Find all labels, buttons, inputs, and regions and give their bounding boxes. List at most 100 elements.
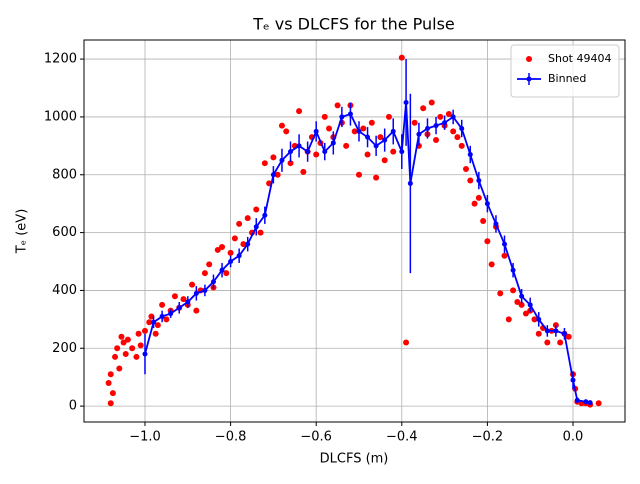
binned-marker [442,120,448,126]
scatter-point [351,128,358,135]
x-axis-label: DLCFS (m) [320,452,389,467]
y-axis-label: Tₑ (eV) [15,209,30,255]
legend-marker [526,76,532,82]
scatter-point [274,171,281,178]
scatter-point [236,220,243,227]
binned-marker [193,290,199,296]
binned-marker [510,267,516,273]
scatter-point [467,177,474,184]
binned-marker [305,149,311,155]
scatter-point [296,108,303,115]
scatter-point [390,148,397,155]
scatter-point [368,119,375,126]
binned-marker [339,114,345,120]
binned-marker [399,149,405,155]
binned-marker [296,143,302,149]
scatter-point [278,122,285,129]
x-tick-label: −0.8 [215,430,247,445]
scatter-point [505,316,512,323]
y-tick-label: 1000 [44,109,77,124]
binned-marker [484,201,490,207]
scatter-point [488,261,495,268]
axes-frame [83,39,626,423]
legend-box [510,44,620,98]
scatter-point [458,142,465,149]
binned-marker [185,299,191,305]
scatter-point [114,345,121,352]
scatter-point [189,281,196,288]
binned-marker [236,253,242,259]
binned-marker [168,311,174,317]
scatter-point [257,229,264,236]
legend-marker [526,56,532,62]
binned-marker [587,400,593,406]
binned-marker [407,180,413,186]
scatter-point [522,310,529,317]
binned-marker [502,241,508,247]
scatter-point [360,125,367,132]
scatter-point [146,319,153,326]
scatter-point [313,151,320,158]
scatter-point [471,200,478,207]
binned-marker [347,111,353,117]
scatter-point [120,339,127,346]
binned-marker [151,319,157,325]
binned-marker [467,152,473,158]
scatter-point [159,301,166,308]
scatter-point [398,54,405,61]
scatter-point [484,238,491,245]
binned-marker [403,99,409,105]
binned-marker [365,134,371,140]
scatter-point [355,171,362,178]
binned-marker [322,149,328,155]
binned-marker [159,313,165,319]
binned-marker [142,351,148,357]
scatter-point [107,371,114,378]
scatter-point [116,365,123,372]
binned-marker [570,377,576,383]
binned-marker [493,221,499,227]
scatter-point [240,241,247,248]
scatter-point [133,353,140,360]
x-tick-label: 0.0 [563,430,584,445]
scatter-point [510,287,517,294]
scatter-point [270,154,277,161]
scatter-point [193,307,200,314]
scatter-point [433,137,440,144]
scatter-point [565,333,572,340]
scatter-point [373,174,380,181]
y-tick-label: 200 [52,341,77,356]
scatter-point [364,151,371,158]
scatter-point [557,339,564,346]
binned-marker [330,140,336,146]
scatter-point [223,270,230,277]
y-tick-label: 800 [52,167,77,182]
binned-marker [433,123,439,129]
scatter-point [107,400,114,407]
binned-marker [583,399,589,405]
binned-marker [424,125,430,131]
scatter-point [428,99,435,106]
binned-marker [176,305,182,311]
scatter-point [381,157,388,164]
scatter-point [231,235,238,242]
scatter-point [227,249,234,256]
scatter-point [595,400,602,407]
scatter-point [171,293,178,300]
scatter-point [377,134,384,141]
binned-marker [253,224,259,230]
binned-marker [356,128,362,134]
binned-marker [382,137,388,143]
binned-marker [262,212,268,218]
scatter-point [141,327,148,334]
binned-marker [527,302,533,308]
scatter-point [535,330,542,337]
scatter-point [163,316,170,323]
x-tick-label: −1.0 [129,430,161,445]
chart-title: Tₑ vs DLCFS for the Pulse [252,15,455,34]
scatter-point [475,194,482,201]
scatter-point [124,336,131,343]
scatter-point [531,316,538,323]
binned-marker [450,114,456,120]
